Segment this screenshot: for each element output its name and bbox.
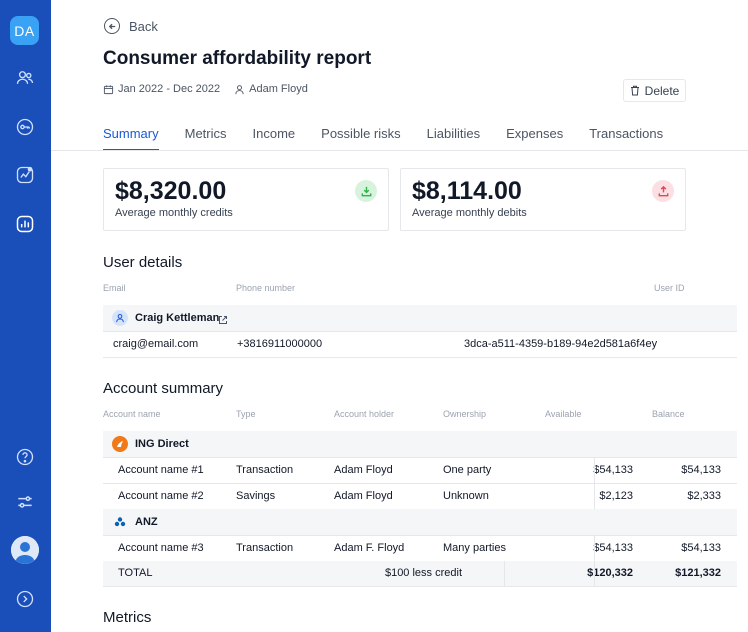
col-user-id: User ID: [654, 283, 685, 293]
account-available: $54,133: [593, 464, 633, 476]
account-holder: Adam F. Floyd: [334, 542, 405, 554]
back-label: Back: [129, 18, 158, 34]
credits-label: Average monthly credits: [115, 207, 233, 219]
total-note: $100 less credit: [384, 567, 462, 579]
account-type: Savings: [236, 490, 276, 502]
col-account-name: Account name: [103, 409, 161, 419]
tab-summary[interactable]: Summary: [103, 126, 159, 151]
help-icon[interactable]: [13, 445, 37, 469]
account-name[interactable]: Account name #3: [118, 542, 204, 554]
bank-group-row: [103, 509, 737, 535]
column-divider: [504, 561, 505, 586]
workspace-avatar[interactable]: DA: [10, 16, 39, 45]
users-icon[interactable]: [13, 66, 37, 90]
external-link-icon[interactable]: [218, 312, 228, 330]
account-balance: $54,133: [681, 464, 721, 476]
page-title: Consumer affordability report: [103, 48, 372, 69]
debits-card: $8,114.00 Average monthly debits: [400, 168, 686, 231]
total-row: [103, 561, 737, 586]
col-email: Email: [103, 283, 126, 293]
credits-amount: $8,320.00: [115, 177, 227, 205]
tab-bar: Summary Metrics Income Possible risks Li…: [103, 126, 689, 151]
account-available: $54,133: [593, 542, 633, 554]
account-name[interactable]: Account name #1: [118, 464, 204, 476]
person-icon: [235, 84, 244, 94]
report-user-name: Adam Floyd: [249, 83, 308, 95]
trash-icon: [630, 85, 639, 96]
user-phone: +3816911000000: [237, 338, 323, 350]
divider: [103, 357, 737, 358]
tab-expenses[interactable]: Expenses: [506, 126, 564, 141]
key-icon[interactable]: [13, 115, 37, 139]
divider: [103, 331, 737, 332]
delete-button[interactable]: Delete: [623, 79, 686, 102]
col-ownership: Ownership: [443, 409, 487, 419]
divider: [103, 483, 737, 484]
expand-icon[interactable]: [13, 587, 37, 611]
account-type: Transaction: [236, 464, 294, 476]
bank-group-row: [103, 431, 737, 457]
col-balance: Balance: [652, 409, 685, 419]
sidebar: DA: [0, 0, 51, 632]
account-name[interactable]: Account name #2: [118, 490, 204, 502]
user-name[interactable]: Craig Kettleman: [135, 312, 220, 324]
metrics-title: Metrics: [103, 609, 152, 626]
settings-sliders-icon[interactable]: [13, 490, 37, 514]
arrow-left-icon: [104, 18, 120, 34]
trend-chart-icon[interactable]: [13, 163, 37, 187]
col-holder: Account holder: [334, 409, 395, 419]
tab-income[interactable]: Income: [252, 126, 296, 141]
divider: [103, 586, 737, 587]
account-ownership: Unknown: [443, 490, 489, 502]
account-ownership: Many parties: [443, 542, 506, 554]
account-holder: Adam Floyd: [334, 464, 393, 476]
report-meta: Jan 2022 - Dec 2022 Adam Floyd: [103, 83, 308, 95]
account-balance: $54,133: [681, 542, 721, 554]
user-details-title: User details: [103, 254, 183, 271]
divider: [103, 535, 737, 536]
account-available: $2,123: [599, 490, 633, 502]
bank-name: ANZ: [135, 516, 158, 528]
debits-amount: $8,114.00: [412, 177, 522, 205]
calendar-icon: [103, 84, 114, 94]
divider: [103, 457, 737, 458]
user-icon: [112, 310, 128, 326]
tab-liabilities[interactable]: Liabilities: [426, 126, 481, 141]
user-email: craig@email.com: [113, 338, 199, 350]
tab-divider: [51, 150, 748, 151]
user-avatar-icon[interactable]: [11, 536, 39, 564]
upload-icon: [652, 180, 674, 202]
account-summary-title: Account summary: [103, 380, 224, 397]
total-label: TOTAL: [118, 567, 153, 579]
tab-possible-risks[interactable]: Possible risks: [321, 126, 401, 141]
credits-card: $8,320.00 Average monthly credits: [103, 168, 389, 231]
download-icon: [355, 180, 377, 202]
bank-name: ING Direct: [135, 438, 189, 450]
user-id: 3dca-a511-4359-b189-94e2d581a6f4ey: [464, 338, 658, 350]
account-balance: $2,333: [687, 490, 721, 502]
anz-logo-icon: [112, 514, 128, 530]
col-available: Available: [545, 409, 582, 419]
total-balance: $121,332: [675, 567, 721, 579]
debits-label: Average monthly debits: [412, 207, 527, 219]
tab-metrics[interactable]: Metrics: [184, 126, 227, 141]
column-divider: [594, 457, 595, 509]
date-range: Jan 2022 - Dec 2022: [118, 83, 221, 95]
account-holder: Adam Floyd: [334, 490, 393, 502]
back-button[interactable]: Back: [104, 18, 158, 34]
delete-label: Delete: [644, 83, 680, 98]
account-ownership: One party: [443, 464, 492, 476]
ing-logo-icon: [112, 436, 128, 452]
account-type: Transaction: [236, 542, 294, 554]
bar-chart-icon[interactable]: [13, 212, 37, 236]
main-content: Back Consumer affordability report Jan 2…: [51, 0, 748, 632]
col-phone: Phone number: [236, 283, 296, 293]
col-type: Type: [236, 409, 256, 419]
column-divider: [594, 535, 595, 586]
tab-transactions[interactable]: Transactions: [589, 126, 664, 141]
total-available: $120,332: [587, 567, 633, 579]
user-name-row: [103, 305, 737, 331]
